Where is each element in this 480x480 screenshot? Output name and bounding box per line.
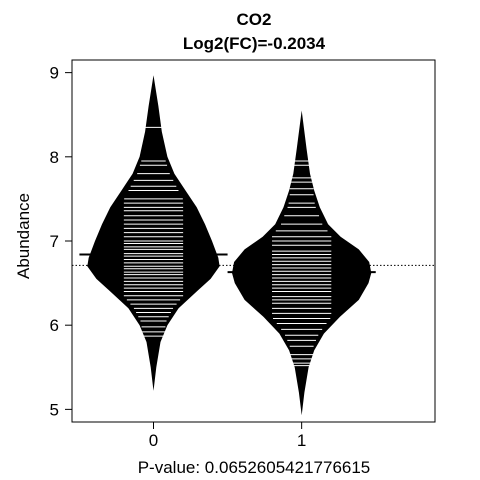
y-axis-label: Abundance [14,193,33,279]
axes-layer: 5 6 7 8 9 0 1 [50,59,436,450]
x-axis-label: P-value: 0.0652605421776615 [138,458,371,477]
y-tick-label: 9 [50,64,59,83]
x-tick-label: 1 [297,431,306,450]
y-tick-label: 6 [50,316,59,335]
y-tick-label: 8 [50,148,59,167]
beans-layer [72,75,435,416]
bean-shape-1 [232,110,372,416]
chart-subtitle: Log2(FC)=-0.2034 [183,34,326,53]
y-tick-label: 7 [50,232,59,251]
chart-title: CO2 [237,10,272,29]
y-tick-label: 5 [50,400,59,419]
x-tick-label: 0 [149,431,158,450]
